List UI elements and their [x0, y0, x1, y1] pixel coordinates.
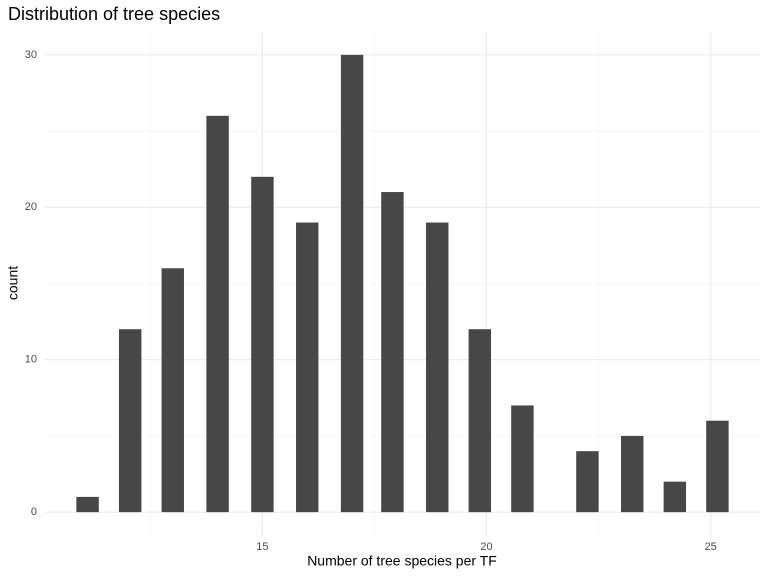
bar [468, 329, 492, 513]
bar [206, 115, 229, 513]
y-tick-label: 10 [25, 354, 37, 366]
y-tick-label: 0 [31, 506, 37, 518]
chart-title: Distribution of tree species [8, 4, 220, 24]
bar [381, 192, 404, 513]
bar [511, 405, 534, 513]
x-axis-title: Number of tree species per TF [307, 553, 497, 569]
y-axis-title: count [5, 266, 21, 300]
bar [296, 222, 319, 513]
bar [576, 451, 599, 513]
x-tick-label: 25 [705, 541, 717, 553]
bar [76, 496, 99, 513]
bar [251, 176, 274, 513]
bar [706, 420, 729, 513]
bar [340, 54, 364, 513]
bar [118, 329, 142, 513]
x-tick-label: 20 [480, 541, 492, 553]
bar [663, 481, 687, 513]
bar [621, 435, 644, 513]
y-tick-label: 30 [25, 49, 37, 61]
x-tick-label: 15 [256, 541, 268, 553]
bar [161, 268, 184, 513]
bar [426, 222, 449, 513]
y-tick-label: 20 [25, 201, 37, 213]
